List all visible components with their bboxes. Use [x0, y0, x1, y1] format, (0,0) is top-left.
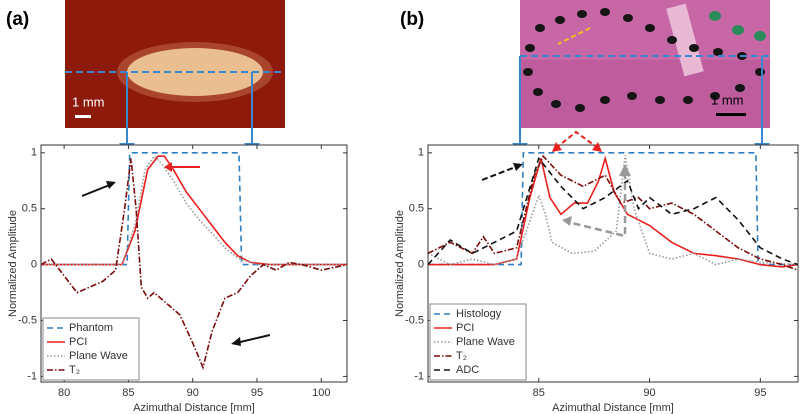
y-tick-label: 1 — [31, 147, 37, 159]
y-tick-label: 0 — [418, 259, 424, 271]
histology-image — [520, 0, 770, 128]
y-tick-label: 0.5 — [409, 203, 424, 215]
legend-label: Histology — [456, 308, 502, 320]
x-tick-label: 90 — [187, 387, 199, 399]
series-line — [428, 154, 798, 266]
panel-label: (a) — [6, 9, 29, 30]
legend-label: ADC — [456, 364, 479, 376]
x-axis-label: Azimuthal Distance [mm] — [133, 402, 255, 414]
series-line — [41, 158, 347, 371]
scale-bar-label: 1 mm — [72, 94, 105, 109]
axes-frame — [40, 144, 348, 383]
panel-label: (b) — [400, 9, 424, 30]
y-axis-label: Normalized Amplitude — [7, 210, 19, 317]
y-tick-label: -1 — [414, 370, 424, 382]
x-axis-label: Azimuthal Distance [mm] — [552, 402, 674, 414]
y-axis-label: Normalized Amplitude — [394, 210, 406, 317]
x-tick-label: 85 — [533, 387, 545, 399]
annotation-arrows — [81, 130, 631, 346]
x-tick-label: 95 — [251, 387, 263, 399]
legend-label: PCI — [456, 322, 474, 334]
legend-label: Plane Wave — [69, 350, 128, 362]
phantom-image — [65, 0, 285, 128]
legend-label: T₂ — [69, 364, 80, 376]
y-tick-label: -1 — [27, 370, 37, 382]
x-tick-label: 100 — [312, 387, 330, 399]
y-tick-label: 0.5 — [22, 203, 37, 215]
legend-label: Phantom — [69, 322, 113, 334]
legend-label: T₂ — [456, 350, 467, 362]
axes-frame — [427, 144, 799, 383]
x-tick-label: 85 — [122, 387, 134, 399]
y-tick-label: 1 — [418, 147, 424, 159]
legend-label: PCI — [69, 336, 87, 348]
scale-bar-label: 1 mm — [711, 92, 744, 107]
y-tick-label: -0.5 — [18, 314, 37, 326]
y-tick-label: -0.5 — [405, 314, 424, 326]
series-line — [428, 156, 798, 266]
legend-label: Plane Wave — [456, 336, 515, 348]
x-tick-label: 95 — [754, 387, 766, 399]
series-line — [41, 154, 347, 266]
x-tick-label: 90 — [643, 387, 655, 399]
series-line — [428, 155, 798, 268]
x-tick-label: 80 — [58, 387, 70, 399]
y-tick-label: 0 — [31, 259, 37, 271]
